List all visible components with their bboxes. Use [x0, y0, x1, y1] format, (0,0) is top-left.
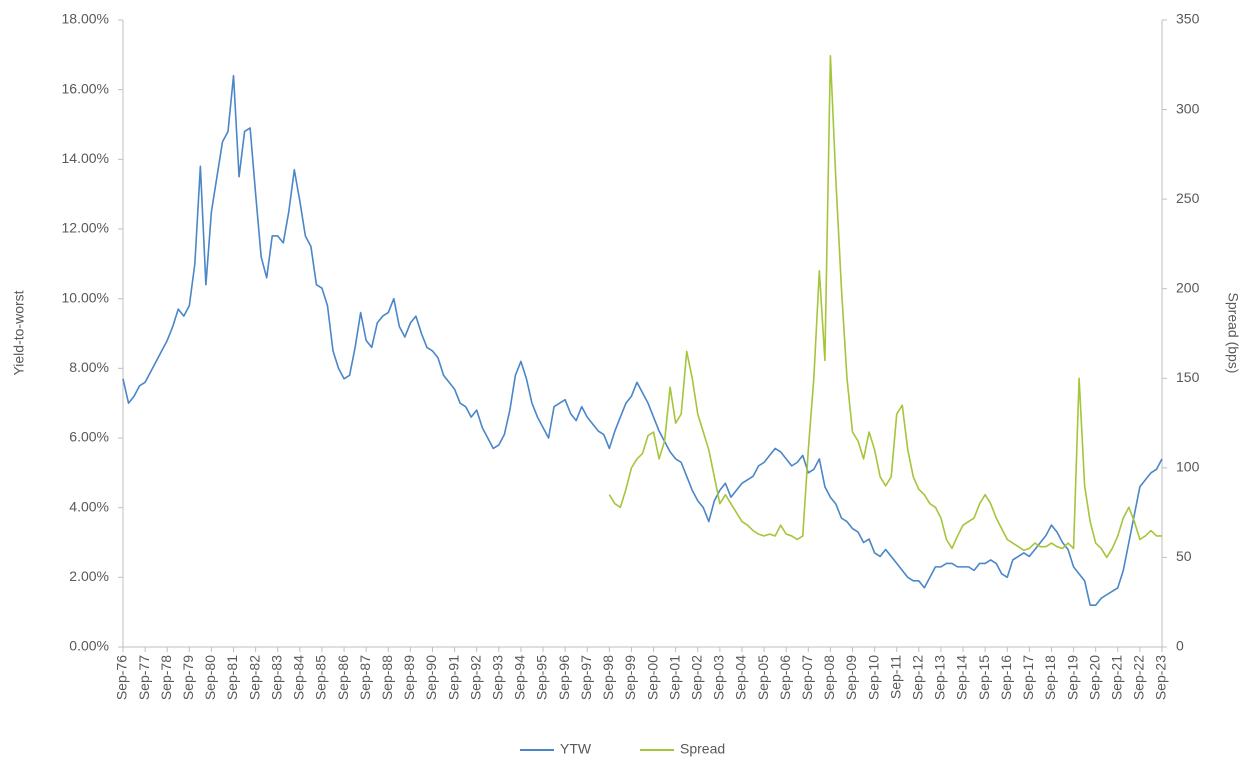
x-tick-label: Sep-94 — [512, 655, 528, 700]
y2-tick-label: 50 — [1176, 548, 1192, 564]
x-tick-label: Sep-77 — [136, 655, 152, 700]
y-tick-label: 2.00% — [69, 568, 109, 584]
y2-tick-label: 0 — [1176, 638, 1184, 654]
x-tick-label: Sep-86 — [335, 655, 351, 700]
y-tick-label: 12.00% — [62, 220, 109, 236]
x-tick-label: Sep-06 — [777, 655, 793, 700]
y2-tick-label: 300 — [1176, 100, 1200, 116]
x-tick-label: Sep-15 — [976, 655, 992, 700]
y-tick-label: 16.00% — [62, 80, 109, 96]
x-tick-label: Sep-00 — [644, 655, 660, 700]
y-axis-title: Yield-to-worst — [11, 290, 27, 375]
x-tick-label: Sep-97 — [578, 655, 594, 700]
x-tick-label: Sep-82 — [246, 655, 262, 700]
x-tick-label: Sep-23 — [1153, 655, 1169, 700]
x-tick-label: Sep-03 — [711, 655, 727, 700]
x-tick-label: Sep-13 — [932, 655, 948, 700]
x-tick-label: Sep-02 — [688, 655, 704, 700]
x-tick-label: Sep-16 — [998, 655, 1014, 700]
y2-tick-label: 350 — [1176, 11, 1200, 27]
x-tick-label: Sep-04 — [733, 655, 749, 700]
x-tick-label: Sep-92 — [467, 655, 483, 700]
y-tick-label: 0.00% — [69, 638, 109, 654]
x-tick-label: Sep-07 — [799, 655, 815, 700]
x-tick-label: Sep-78 — [158, 655, 174, 700]
y-tick-label: 18.00% — [62, 11, 109, 27]
y2-tick-label: 150 — [1176, 369, 1200, 385]
x-tick-label: Sep-21 — [1108, 655, 1124, 700]
x-tick-label: Sep-84 — [291, 655, 307, 700]
x-tick-label: Sep-93 — [490, 655, 506, 700]
x-tick-label: Sep-80 — [202, 655, 218, 700]
x-tick-label: Sep-76 — [114, 655, 130, 700]
x-tick-label: Sep-05 — [755, 655, 771, 700]
x-tick-label: Sep-01 — [666, 655, 682, 700]
y2-tick-label: 200 — [1176, 279, 1200, 295]
y-tick-label: 10.00% — [62, 289, 109, 305]
x-tick-label: Sep-96 — [556, 655, 572, 700]
x-tick-label: Sep-22 — [1131, 655, 1147, 700]
y2-tick-label: 100 — [1176, 459, 1200, 475]
y-tick-label: 14.00% — [62, 150, 109, 166]
x-tick-label: Sep-11 — [887, 655, 903, 699]
x-tick-label: Sep-79 — [180, 655, 196, 700]
legend-label: Spread — [680, 741, 725, 757]
y-tick-label: 4.00% — [69, 498, 109, 514]
x-tick-label: Sep-85 — [313, 655, 329, 700]
x-tick-label: Sep-95 — [534, 655, 550, 700]
x-tick-label: Sep-91 — [445, 655, 461, 700]
series-line — [122, 74, 1163, 606]
x-tick-label: Sep-88 — [379, 655, 395, 700]
x-tick-label: Sep-08 — [821, 655, 837, 700]
y2-axis-title: Spread (bps) — [1225, 293, 1241, 374]
x-tick-label: Sep-18 — [1042, 655, 1058, 700]
x-tick-label: Sep-99 — [622, 655, 638, 700]
x-tick-label: Sep-17 — [1020, 655, 1036, 700]
x-tick-label: Sep-19 — [1064, 655, 1080, 700]
x-tick-label: Sep-12 — [910, 655, 926, 700]
x-tick-label: Sep-90 — [423, 655, 439, 700]
x-tick-label: Sep-83 — [268, 655, 284, 700]
x-tick-label: Sep-14 — [954, 655, 970, 700]
x-tick-label: Sep-87 — [357, 655, 373, 700]
x-tick-label: Sep-20 — [1086, 655, 1102, 700]
x-tick-label: Sep-98 — [600, 655, 616, 700]
x-tick-label: Sep-81 — [224, 655, 240, 700]
y-tick-label: 6.00% — [69, 429, 109, 445]
x-tick-label: Sep-10 — [865, 655, 881, 700]
x-tick-label: Sep-09 — [843, 655, 859, 700]
y-tick-label: 8.00% — [69, 359, 109, 375]
x-tick-label: Sep-89 — [401, 655, 417, 700]
y2-tick-label: 250 — [1176, 190, 1200, 206]
legend-label: YTW — [560, 741, 592, 757]
series-line — [608, 55, 1162, 559]
